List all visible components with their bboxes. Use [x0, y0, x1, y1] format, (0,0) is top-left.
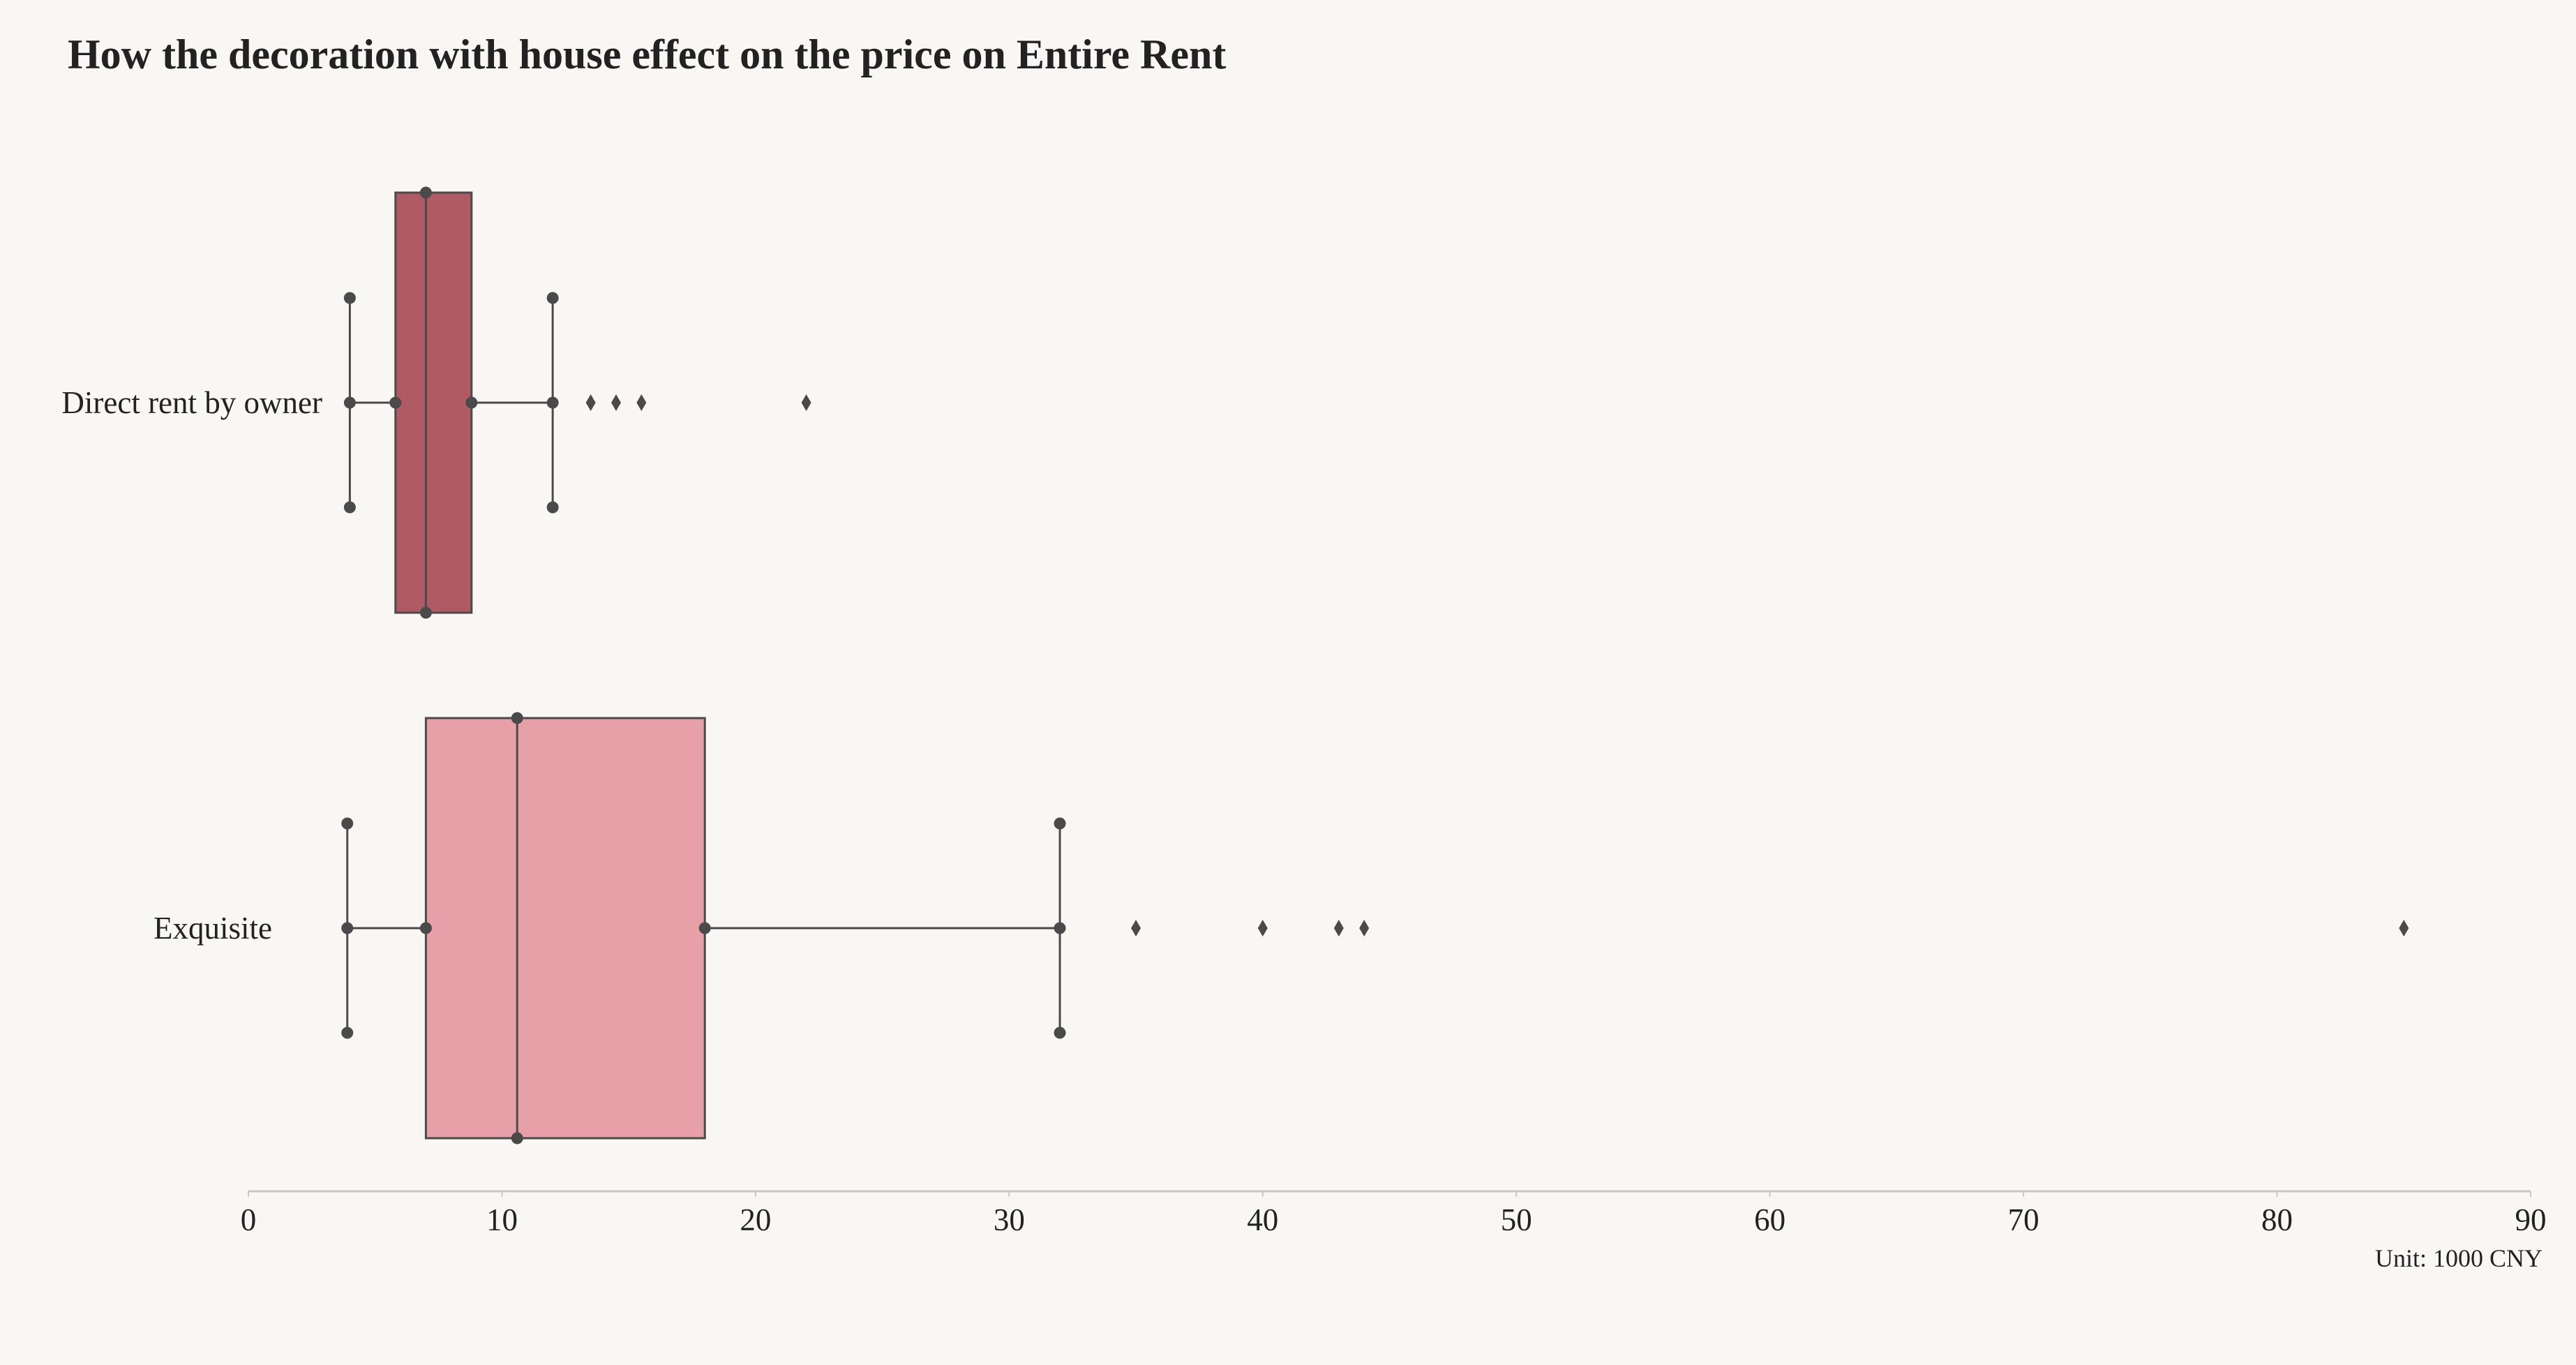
cap-low-bottom-dot: [341, 1027, 354, 1039]
median-top-dot: [419, 186, 432, 199]
unit-note: Unit: 1000 CNY: [2375, 1244, 2543, 1272]
whisker-low-dot: [341, 922, 354, 934]
x-tick-label: 50: [1501, 1202, 1532, 1237]
whisker-low-dot: [343, 396, 356, 409]
cap-low-top-dot: [341, 817, 354, 830]
median-bottom-dot: [419, 606, 432, 619]
x-tick-label: 20: [740, 1202, 771, 1237]
q3-dot: [465, 396, 478, 409]
plot-area: [341, 186, 2409, 1144]
q1-dot: [419, 922, 432, 934]
outlier-point: [1359, 920, 1370, 937]
iqr-box: [424, 717, 706, 1140]
x-tick-label: 10: [486, 1202, 518, 1237]
outlier-point: [585, 394, 596, 411]
x-tick-label: 40: [1247, 1202, 1278, 1237]
x-tick-label: 60: [1754, 1202, 1785, 1237]
outlier-point: [611, 394, 621, 411]
whisker-high-dot: [546, 396, 559, 409]
cap-low-top-dot: [343, 292, 356, 304]
cap-high-top-dot: [546, 292, 559, 304]
outlier-point: [1333, 920, 1344, 937]
category-label: Exquisite: [153, 911, 272, 946]
x-tick-label: 80: [2261, 1202, 2293, 1237]
cap-high-bottom-dot: [1054, 1027, 1066, 1039]
iqr-box: [394, 191, 473, 614]
x-tick-label: 90: [2515, 1202, 2547, 1237]
median-top-dot: [511, 712, 523, 724]
x-tick-label: 30: [994, 1202, 1025, 1237]
y-axis-categories: Direct rent by owner Exquisite: [61, 385, 322, 946]
outlier-point: [2399, 920, 2409, 937]
box-group: [343, 186, 811, 619]
outlier-point: [1257, 920, 1268, 937]
outlier-point: [1131, 920, 1141, 937]
category-label: Direct rent by owner: [61, 385, 322, 420]
x-tick-label: 0: [241, 1202, 257, 1237]
cap-low-bottom-dot: [343, 501, 356, 514]
outlier-point: [801, 394, 811, 411]
cap-high-bottom-dot: [546, 501, 559, 514]
outlier-point: [636, 394, 647, 411]
x-axis-ticks: 0 10 20 30 40 50 60 70 80 90: [241, 1191, 2547, 1237]
median-bottom-dot: [511, 1132, 523, 1144]
cap-high-top-dot: [1054, 817, 1066, 830]
whisker-high-dot: [1054, 922, 1066, 934]
chart-title: How the decoration with house effect on …: [68, 31, 1226, 77]
box-group: [341, 712, 2409, 1144]
q3-dot: [698, 922, 711, 934]
q1-dot: [389, 396, 402, 409]
x-tick-label: 70: [2008, 1202, 2039, 1237]
